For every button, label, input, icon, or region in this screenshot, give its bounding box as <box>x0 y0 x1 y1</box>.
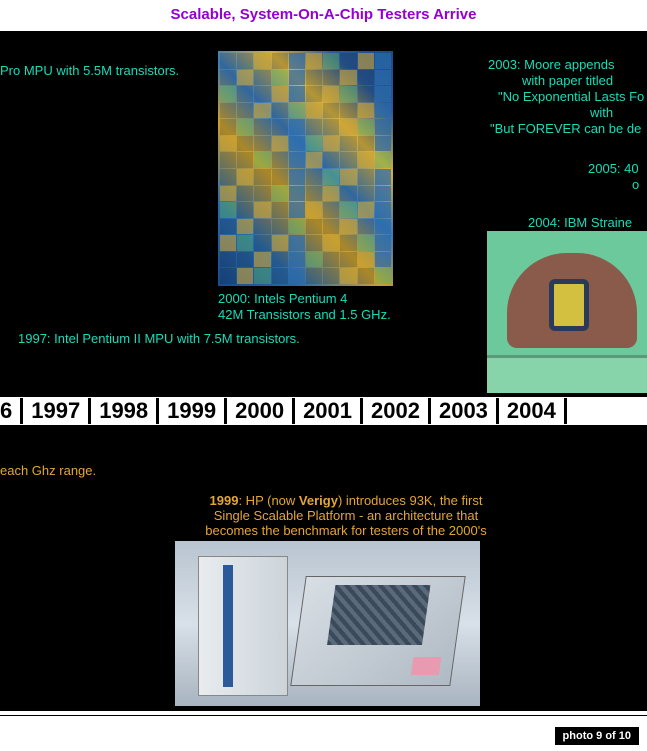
timeline-year: 2001 <box>295 398 363 424</box>
page-title: Scalable, System-On-A-Chip Testers Arriv… <box>0 0 647 31</box>
timeline-year: 2000 <box>227 398 295 424</box>
caption-pentium-pro: Pro MPU with 5.5M transistors. <box>0 63 179 78</box>
hp-cabinet <box>198 556 288 696</box>
timeline-year: 1997 <box>23 398 91 424</box>
footer-bar: photo 9 of 10 <box>0 715 647 751</box>
caption-moore-2: with paper titled <box>522 73 613 88</box>
timeline-year: 6 <box>0 398 23 424</box>
caption-ibm: 2004: IBM Straine <box>528 215 632 230</box>
caption-pentium4-line1: 2000: Intels Pentium 4 <box>218 291 347 306</box>
caption-moore-4: with <box>590 105 613 120</box>
caption-2005: 2005: 40 <box>588 161 639 176</box>
caption-pentium4-line2: 42M Transistors and 1.5 GHz. <box>218 307 391 322</box>
timeline-year: 2002 <box>363 398 431 424</box>
pentium4-die-image <box>218 51 393 286</box>
caption-hp-verigy: Verigy <box>299 493 338 508</box>
timeline-bar: 6 1997 1998 1999 2000 2001 2002 2003 200… <box>0 395 647 427</box>
caption-2005-sub: o <box>632 177 639 192</box>
caption-hp-mid1: : HP (now <box>238 493 298 508</box>
caption-hp-line2: Single Scalable Platform - an architectu… <box>214 508 478 523</box>
caption-ghz: each Ghz range. <box>0 463 96 478</box>
caption-hp-block: 1999: HP (now Verigy) introduces 93K, th… <box>176 493 516 538</box>
timeline-year: 1998 <box>91 398 159 424</box>
caption-moore-1: 2003: Moore appends <box>488 57 614 72</box>
hp-test-head <box>290 576 465 686</box>
caption-hp-mid2: ) introduces 93K, the first <box>338 493 483 508</box>
ibm-strained-image <box>487 231 647 393</box>
timeline-year: 1999 <box>159 398 227 424</box>
hp-93k-image <box>175 541 480 706</box>
caption-hp-year: 1999 <box>210 493 239 508</box>
caption-hp-line3: becomes the benchmark for testers of the… <box>205 523 486 538</box>
timeline-year: 2004 <box>499 398 567 424</box>
caption-moore-5: "But FOREVER can be de <box>490 121 641 136</box>
timeline-canvas: Pro MPU with 5.5M transistors. 2000: Int… <box>0 31 647 711</box>
caption-pentium2: 1997: Intel Pentium II MPU with 7.5M tra… <box>18 331 300 346</box>
caption-moore-3: "No Exponential Lasts Fo <box>498 89 644 104</box>
timeline-year: 2003 <box>431 398 499 424</box>
photo-counter: photo 9 of 10 <box>555 727 639 745</box>
